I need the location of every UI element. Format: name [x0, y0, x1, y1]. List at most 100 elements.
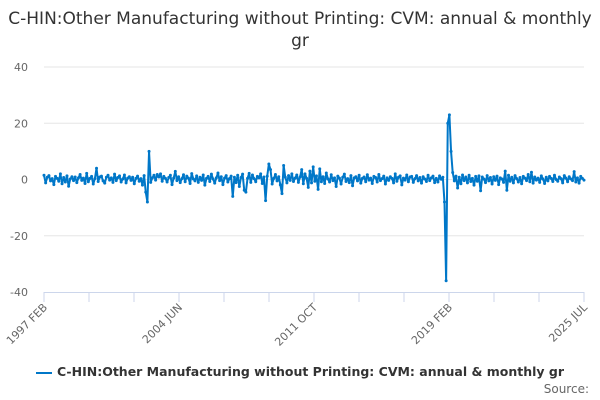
data-point — [301, 182, 305, 186]
data-point — [275, 179, 279, 183]
data-point — [355, 179, 359, 183]
data-point — [378, 179, 382, 183]
data-point — [60, 182, 64, 186]
data-point — [515, 177, 519, 181]
data-point — [246, 176, 250, 180]
data-point — [413, 177, 417, 181]
data-point — [534, 178, 538, 182]
data-point — [219, 175, 223, 179]
data-point — [229, 174, 233, 178]
data-point — [528, 180, 532, 184]
data-point — [91, 182, 95, 186]
data-point — [296, 180, 300, 184]
data-point — [492, 175, 496, 179]
data-point — [497, 183, 501, 187]
data-point — [305, 176, 309, 180]
data-point — [383, 182, 387, 186]
data-point — [446, 121, 450, 125]
x-tick-label: 1997 FEB — [4, 301, 50, 347]
data-point — [218, 179, 222, 183]
data-point — [244, 190, 248, 194]
data-point — [252, 177, 256, 181]
data-point — [551, 179, 555, 183]
data-point — [502, 180, 506, 184]
data-point — [44, 181, 48, 185]
data-point — [556, 179, 560, 183]
data-point — [536, 176, 540, 180]
data-point — [480, 175, 484, 179]
data-point — [290, 172, 294, 176]
data-point — [311, 165, 315, 169]
data-point — [449, 149, 453, 153]
data-point — [106, 173, 110, 177]
data-point — [237, 185, 241, 189]
x-tick-label: 2019 FEB — [409, 301, 455, 347]
data-point — [88, 176, 92, 180]
data-point — [548, 174, 552, 178]
data-point — [283, 175, 287, 179]
data-point — [298, 175, 302, 179]
data-point — [382, 174, 386, 178]
data-point — [567, 175, 571, 179]
data-point — [227, 177, 231, 181]
data-point — [85, 171, 89, 175]
data-point — [175, 179, 179, 183]
data-point — [267, 162, 271, 166]
data-point — [190, 172, 194, 176]
data-point — [114, 179, 118, 183]
data-point — [488, 176, 492, 180]
data-point — [518, 176, 522, 180]
data-point — [454, 174, 458, 178]
data-point — [99, 174, 103, 178]
data-point — [65, 174, 69, 178]
data-point — [295, 173, 299, 177]
data-point — [418, 176, 422, 180]
data-point — [464, 175, 468, 179]
data-point — [472, 183, 476, 187]
data-point — [139, 177, 143, 181]
data-point — [180, 177, 184, 181]
data-point — [310, 181, 314, 185]
data-point — [444, 279, 448, 283]
data-point — [160, 179, 164, 183]
data-point — [208, 179, 212, 183]
data-point — [566, 180, 570, 184]
data-point — [362, 175, 366, 179]
data-point — [152, 173, 156, 177]
data-point — [331, 179, 335, 183]
data-point — [136, 174, 140, 178]
data-point — [287, 174, 291, 178]
y-tick-label: -20 — [10, 230, 28, 243]
data-point — [111, 180, 115, 184]
data-point — [313, 179, 317, 183]
data-point — [72, 179, 76, 183]
data-point — [457, 175, 461, 179]
data-point — [140, 183, 144, 187]
data-point — [390, 176, 394, 180]
data-point — [516, 180, 520, 184]
data-point — [452, 179, 456, 183]
data-point — [259, 172, 263, 176]
data-point — [541, 177, 545, 181]
data-point — [359, 181, 363, 185]
data-point — [328, 180, 332, 184]
data-point — [426, 173, 430, 177]
data-point — [349, 174, 353, 178]
data-point — [387, 178, 391, 182]
data-point — [461, 173, 465, 177]
data-point — [42, 173, 46, 177]
data-point — [168, 173, 172, 177]
data-point — [411, 180, 415, 184]
data-point — [490, 182, 494, 186]
data-point — [533, 175, 537, 179]
data-point — [53, 174, 57, 178]
legend-item[interactable]: C-HIN:Other Manufacturing without Printi… — [0, 364, 600, 379]
data-point — [183, 180, 187, 184]
data-point — [193, 179, 197, 183]
x-tick-label: 2025 JUL — [546, 300, 590, 344]
data-point — [474, 174, 478, 178]
data-point — [206, 174, 210, 178]
data-point — [80, 178, 84, 182]
data-point — [543, 181, 547, 185]
data-point — [482, 177, 486, 181]
